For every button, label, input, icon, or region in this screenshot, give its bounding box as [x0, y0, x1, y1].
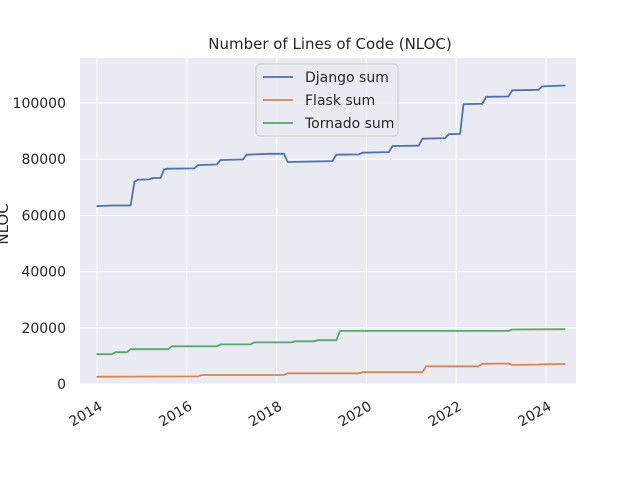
- x-tick-label: 2020: [336, 399, 375, 431]
- x-tick-label: 2022: [426, 399, 465, 431]
- legend-box: [255, 63, 399, 137]
- series-line-django-sum: [96, 84, 566, 208]
- y-tick-label: 0: [57, 377, 66, 393]
- series-lines: [96, 84, 566, 378]
- x-tick-label: 2024: [515, 398, 554, 430]
- y-tick-labels: 0 20000 40000 60000 80000 100000: [13, 96, 66, 393]
- y-tick-label: 20000: [21, 321, 66, 337]
- x-tick-label: 2016: [156, 398, 195, 430]
- legend: Django sum Flask sum Tornado sum: [255, 63, 399, 137]
- x-tick-label: 2018: [246, 399, 285, 431]
- legend-label-tornado-sum: Tornado sum: [304, 116, 394, 132]
- legend-label-django-sum: Django sum: [305, 70, 389, 86]
- series-line-flask-sum: [96, 362, 566, 378]
- x-tick-label: 2014: [67, 398, 106, 430]
- y-tick-label: 40000: [21, 265, 66, 281]
- y-tick-label: 60000: [21, 208, 66, 224]
- series-line-tornado-sum: [96, 328, 566, 356]
- y-tick-label: 80000: [21, 152, 66, 168]
- legend-label-flask-sum: Flask sum: [305, 93, 375, 109]
- y-axis-label: NLOC: [0, 203, 12, 244]
- y-tick-label: 100000: [13, 96, 66, 112]
- chart-title: Number of Lines of Code (NLOC): [208, 35, 452, 53]
- x-tick-labels: 2014 2016 2018 2020 2022 2024: [67, 398, 555, 430]
